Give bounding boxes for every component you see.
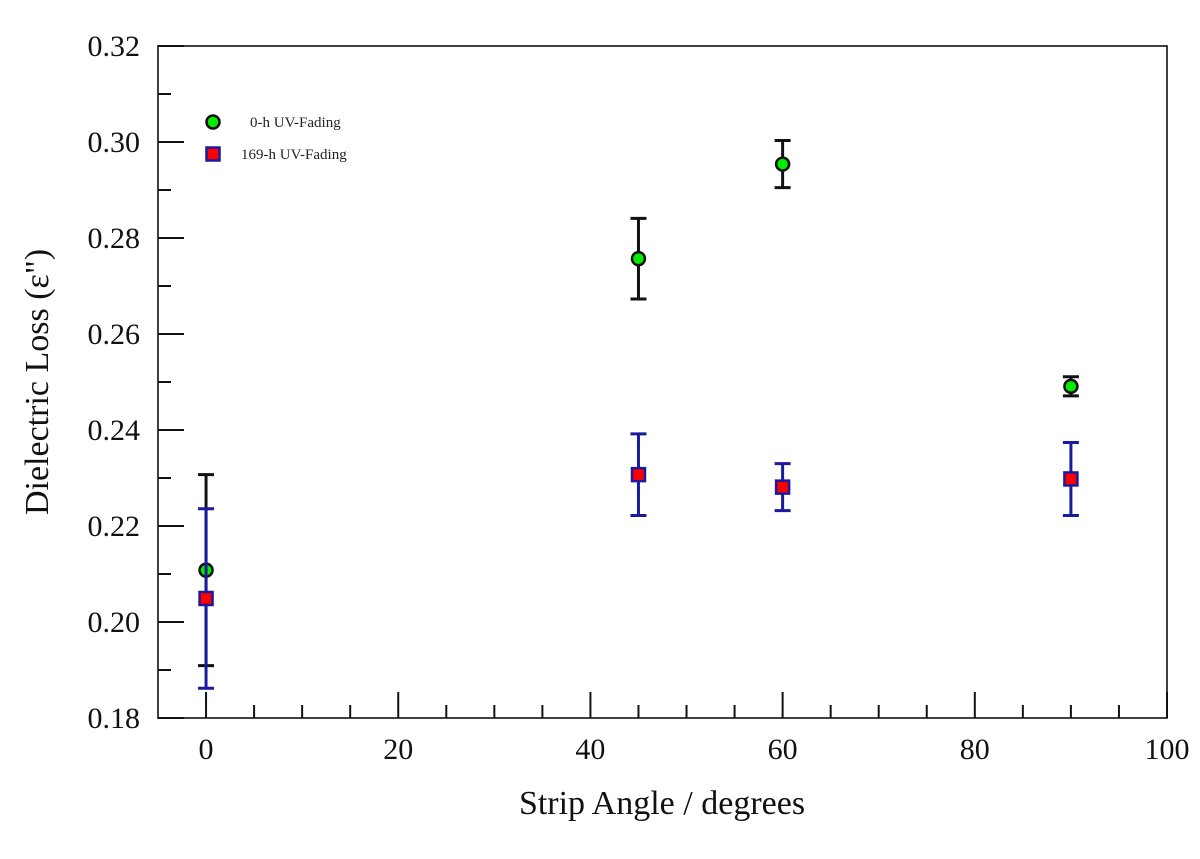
y-tick-label: 0.20 [88,606,141,639]
legend-marker-circle [205,114,221,130]
y-tick-label: 0.18 [88,702,141,735]
x-tick-label: 80 [960,733,990,766]
x-tick-label: 20 [383,733,413,766]
x-tick-label: 60 [768,733,798,766]
data-point-square [198,590,214,607]
data-point-circle [774,156,791,172]
y-axis-title: Dielectric Loss (ε") [19,249,56,515]
legend: 0-h UV-Fading 169-h UV-Fading [205,114,347,163]
data-point-circle [1063,378,1079,395]
y-tick-label: 0.28 [88,222,141,255]
data-marks [198,139,1079,690]
legend-label: 169-h UV-Fading [241,147,347,163]
axes: 0 20 40 60 80 100 0.18 0.20 0.22 0.24 0.26 0.28 0.30… [88,30,1190,766]
x-tick-label: 40 [575,733,605,766]
x-axis-title: Strip Angle / degrees [519,785,805,822]
y-tick-label: 0.22 [88,510,141,543]
legend-marker-square [205,146,221,162]
y-tick-label: 0.24 [88,414,141,447]
y-tick-label: 0.26 [88,318,141,351]
x-tick-label: 100 [1145,733,1190,766]
y-tick-label: 0.30 [88,126,141,159]
x-tick-label: 0 [199,733,214,766]
data-point-circle [630,250,647,267]
data-point-square [630,466,647,483]
data-point-square [1063,471,1079,487]
series-2 [198,432,1079,690]
data-point-square [774,479,791,495]
y-tick-label: 0.32 [88,30,141,63]
legend-label: 0-h UV-Fading [250,115,341,131]
